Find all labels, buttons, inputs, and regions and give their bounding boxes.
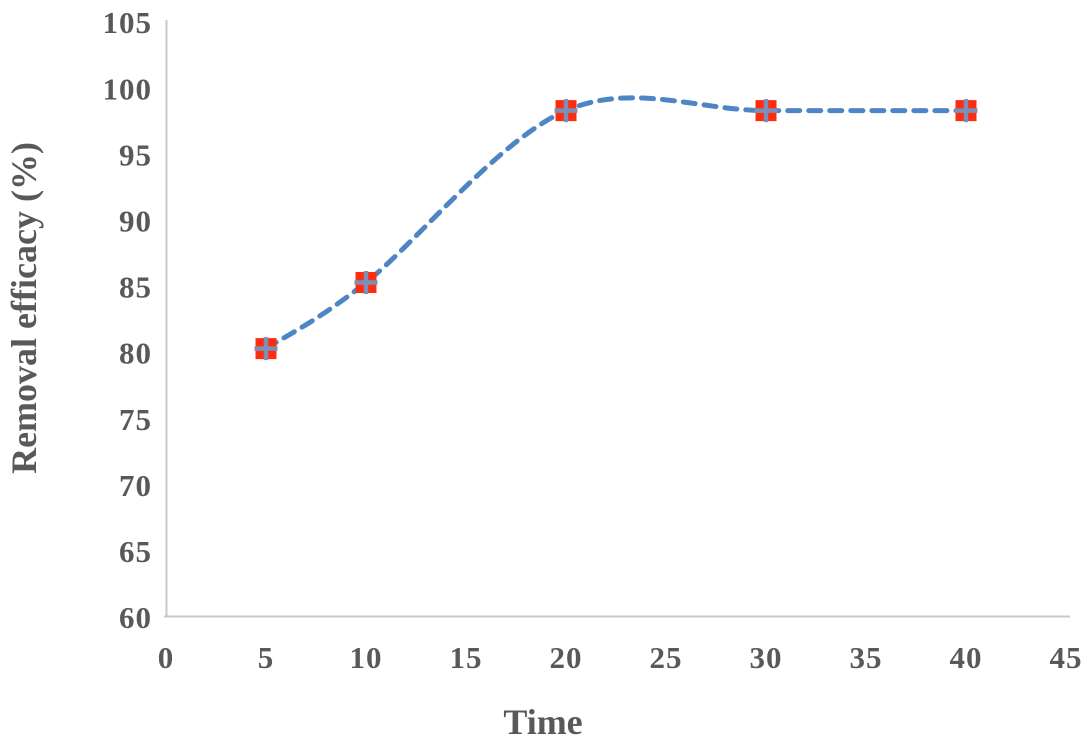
y-tick-label: 105 [103, 5, 153, 40]
x-tick-label: 10 [350, 640, 383, 675]
y-axis-title: Removal efficacy (%) [4, 142, 44, 474]
x-tick-label: 20 [550, 640, 583, 675]
data-point-marker [254, 337, 278, 361]
y-tick-label: 100 [103, 71, 153, 106]
y-tick-label: 60 [119, 600, 152, 635]
x-tick-label: 0 [158, 640, 175, 675]
series-dashed-line [263, 95, 969, 352]
data-point-marker [754, 99, 778, 123]
x-tick-label: 30 [750, 640, 783, 675]
data-point-marker [554, 99, 578, 123]
x-tick-label: 5 [258, 640, 275, 675]
y-tick-label: 80 [119, 336, 152, 371]
x-tick-label: 40 [950, 640, 983, 675]
y-tick-label: 95 [119, 137, 152, 172]
plot-area: 60 65 70 75 80 85 90 95 100 105 0 5 10 15 20 25 30 35 40 45 [103, 5, 1083, 675]
data-point-marker [954, 99, 978, 123]
x-tick-label: 45 [1050, 640, 1083, 675]
x-tick-label: 25 [650, 640, 683, 675]
x-axis-title: Time [503, 702, 582, 742]
y-tick-label: 85 [119, 270, 152, 305]
x-tick-label: 35 [850, 640, 883, 675]
y-tick-label: 90 [119, 203, 152, 238]
y-tick-label: 70 [119, 468, 152, 503]
x-tick-label: 15 [450, 640, 483, 675]
y-tick-label: 75 [119, 402, 152, 437]
data-point-marker [354, 271, 378, 294]
y-tick-label: 65 [119, 534, 152, 569]
